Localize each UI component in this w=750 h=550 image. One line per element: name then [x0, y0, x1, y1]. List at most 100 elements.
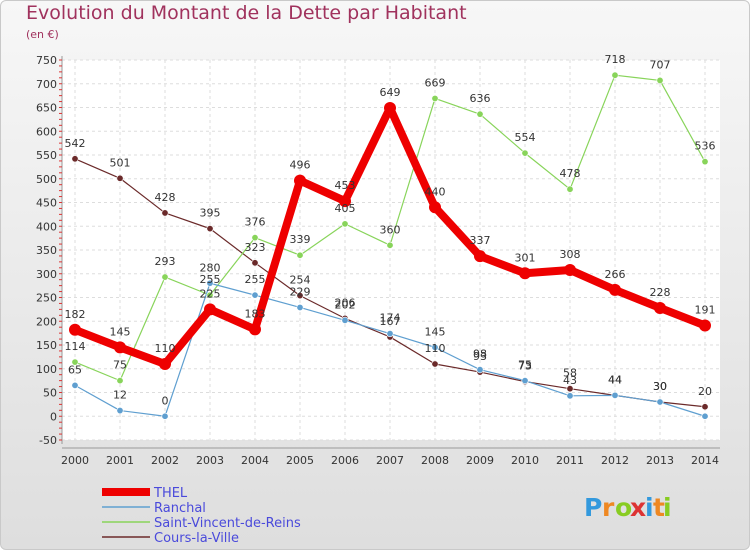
data-labels: 542 501 428 395 323 254 206 167 110 93 73 58 44 30 20 1… [65, 53, 716, 407]
x-tick-label: 2003 [196, 454, 224, 467]
data-point-THEL [114, 341, 126, 354]
data-label-Ranchal: 75 [518, 359, 532, 372]
data-label-Cours-la-Ville: 44 [608, 373, 622, 386]
data-point-Cours-la-Ville [161, 209, 169, 217]
x-tick-label: 2004 [241, 454, 269, 467]
data-label-Saint-Vincent-de-Reins: 114 [65, 340, 86, 353]
x-tick-label: 2014 [691, 454, 719, 467]
data-point-THEL [69, 323, 81, 336]
data-label-Saint-Vincent-de-Reins: 636 [470, 92, 491, 105]
data-label-Saint-Vincent-de-Reins: 255 [200, 273, 221, 286]
data-label-THEL: 337 [470, 234, 491, 247]
x-tick-label: 2007 [376, 454, 404, 467]
legend-label: Cours-la-Ville [154, 531, 239, 546]
data-label-THEL: 191 [695, 304, 716, 317]
x-tick-label: 2010 [511, 454, 539, 467]
data-point-THEL [204, 303, 216, 316]
data-point-Saint-Vincent-de-Reins [71, 358, 79, 366]
data-point-THEL [699, 319, 711, 332]
data-point-Ranchal [71, 381, 79, 389]
logo-letter: o [615, 493, 632, 522]
data-label-Ranchal: 0 [162, 394, 169, 407]
data-label-Saint-Vincent-de-Reins: 405 [335, 202, 356, 215]
data-point-Ranchal [296, 303, 304, 311]
data-point-Saint-Vincent-de-Reins [251, 234, 259, 242]
data-point-Ranchal [116, 407, 124, 415]
data-label-Cours-la-Ville: 323 [245, 241, 266, 254]
grid-lines [62, 59, 720, 441]
data-label-Ranchal: 30 [653, 380, 667, 393]
data-point-Ranchal [566, 392, 574, 400]
logo-letter: r [602, 493, 615, 522]
data-label-Saint-Vincent-de-Reins: 707 [650, 58, 671, 71]
data-point-Saint-Vincent-de-Reins [611, 71, 619, 79]
data-label-Cours-la-Ville: 20 [698, 385, 712, 398]
data-point-Saint-Vincent-de-Reins [521, 149, 529, 157]
data-label-THEL: 110 [155, 342, 176, 355]
data-label-Cours-la-Ville: 110 [425, 342, 446, 355]
chart-unit: (en €) [26, 28, 59, 41]
data-label-THEL: 182 [65, 308, 86, 321]
y-tick-label: 50 [43, 387, 57, 400]
data-label-Ranchal: 255 [245, 273, 266, 286]
data-label-Saint-Vincent-de-Reins: 554 [515, 131, 536, 144]
y-tick-label: 450 [36, 197, 57, 210]
data-point-Ranchal [476, 366, 484, 374]
data-label-Saint-Vincent-de-Reins: 478 [560, 167, 581, 180]
data-point-Saint-Vincent-de-Reins [431, 94, 439, 102]
x-tick-label: 2009 [466, 454, 494, 467]
data-label-THEL: 225 [200, 287, 221, 300]
data-point-Saint-Vincent-de-Reins [476, 110, 484, 118]
data-point-Cours-la-Ville [296, 292, 304, 300]
data-label-Ranchal: 174 [380, 312, 401, 325]
data-point-Ranchal [656, 398, 664, 406]
data-point-Ranchal [611, 391, 619, 399]
data-point-Ranchal [251, 291, 259, 299]
data-label-Cours-la-Ville: 93 [473, 350, 487, 363]
logo-letter: P [584, 493, 602, 522]
y-tick-label: 400 [36, 220, 57, 233]
data-label-Cours-la-Ville: 73 [518, 360, 532, 373]
data-point-THEL [294, 174, 306, 187]
data-label-Cours-la-Ville: 58 [563, 367, 577, 380]
data-label-Ranchal: 12 [113, 389, 127, 402]
data-label-Cours-la-Ville: 428 [155, 191, 176, 204]
data-label-Ranchal: 202 [335, 298, 356, 311]
y-tick-label: 500 [36, 173, 57, 186]
data-point-Ranchal [521, 377, 529, 385]
logo-letter: i [645, 493, 654, 522]
y-tick-label: 0 [50, 410, 57, 423]
data-point-THEL [339, 195, 351, 208]
logo-letter: i [663, 493, 672, 522]
data-point-Ranchal [386, 330, 394, 338]
data-label-Ranchal: 280 [200, 261, 221, 274]
data-label-Saint-Vincent-de-Reins: 339 [290, 233, 311, 246]
data-label-Cours-la-Ville: 501 [110, 156, 131, 169]
data-label-Saint-Vincent-de-Reins: 669 [425, 76, 446, 89]
y-tick-label: 700 [36, 78, 57, 91]
chart-title: Evolution du Montant de la Dette par Hab… [26, 2, 467, 24]
y-tick-label: 300 [36, 268, 57, 281]
legend-label: THEL [153, 486, 188, 501]
data-label-Ranchal: 43 [563, 374, 577, 387]
x-tick-label: 2011 [556, 454, 584, 467]
legend: THELRanchalSaint-Vincent-de-ReinsCours-l… [102, 486, 301, 546]
y-tick-label: 100 [36, 363, 57, 376]
data-label-Saint-Vincent-de-Reins: 293 [155, 255, 176, 268]
data-label-Cours-la-Ville: 542 [65, 137, 86, 150]
x-tick-label: 2002 [151, 454, 179, 467]
data-point-Ranchal [206, 279, 214, 287]
data-point-Saint-Vincent-de-Reins [386, 241, 394, 249]
y-tick-label: 250 [36, 292, 57, 305]
data-label-Cours-la-Ville: 167 [380, 315, 401, 328]
x-tick-label: 2005 [286, 454, 314, 467]
data-point-THEL [474, 250, 486, 263]
data-label-THEL: 649 [380, 86, 401, 99]
data-point-Saint-Vincent-de-Reins [341, 220, 349, 228]
x-tick-label: 2012 [601, 454, 629, 467]
data-label-THEL: 301 [515, 251, 536, 264]
y-tick-label: 750 [36, 54, 57, 67]
x-tick-label: 2008 [421, 454, 449, 467]
y-tick-label: 200 [36, 315, 57, 328]
